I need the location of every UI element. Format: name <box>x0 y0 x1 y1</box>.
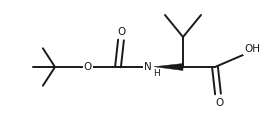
Text: O: O <box>118 27 126 37</box>
Text: H: H <box>154 70 160 79</box>
Text: N: N <box>144 62 152 72</box>
Text: O: O <box>84 62 92 72</box>
Polygon shape <box>154 63 183 70</box>
Text: O: O <box>215 98 223 108</box>
Text: OH: OH <box>244 44 260 54</box>
